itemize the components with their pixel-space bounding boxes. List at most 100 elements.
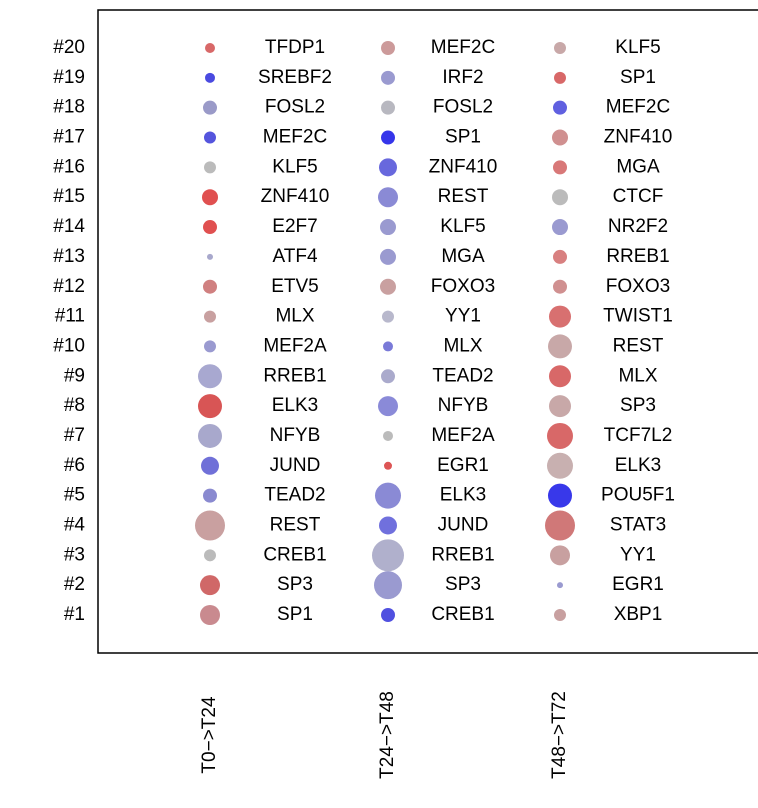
tf-label: ELK3 — [440, 485, 486, 506]
tf-label: MEF2A — [431, 425, 495, 446]
dot — [554, 71, 566, 84]
row-label: #4 — [64, 514, 86, 535]
tf-label: YY1 — [620, 544, 656, 565]
dot — [381, 100, 395, 115]
dot — [203, 220, 217, 235]
tf-label: TEAD2 — [432, 365, 493, 386]
tf-label: POU5F1 — [601, 485, 675, 506]
row-label: #11 — [55, 306, 85, 327]
row-label: #1 — [64, 604, 85, 625]
row-label: #7 — [64, 425, 85, 446]
column-label: T24−>T48 — [377, 691, 398, 779]
tf-label: ZNF410 — [604, 127, 673, 148]
dot — [203, 279, 217, 294]
dot — [372, 539, 404, 572]
tf-label: SP3 — [445, 574, 481, 595]
tf-label: YY1 — [445, 306, 481, 327]
tf-label: SP1 — [445, 127, 481, 148]
tf-label: SREBF2 — [258, 67, 332, 88]
tf-label: RREB1 — [606, 246, 669, 267]
tf-label: MLX — [618, 365, 657, 386]
tf-label: EGR1 — [612, 574, 664, 595]
tf-label: ZNF410 — [429, 156, 498, 177]
dot — [198, 394, 222, 419]
row-label: #18 — [53, 97, 85, 118]
dot — [380, 248, 396, 265]
dot — [549, 305, 571, 328]
column-label: T0−>T24 — [199, 696, 220, 774]
dot — [200, 575, 220, 596]
tf-label: TEAD2 — [264, 485, 325, 506]
row-label: #12 — [53, 276, 85, 297]
dot — [381, 608, 395, 622]
row-label: #3 — [64, 544, 85, 565]
dot — [554, 42, 566, 54]
dot — [380, 278, 396, 295]
tf-label: CREB1 — [431, 604, 494, 625]
dot — [381, 70, 395, 85]
tf-label: SP1 — [277, 604, 313, 625]
row-label: #19 — [53, 67, 85, 88]
dot — [195, 510, 225, 541]
tf-label: ETV5 — [271, 276, 319, 297]
dot — [384, 461, 392, 470]
tf-label: E2F7 — [272, 216, 317, 237]
row-label: #10 — [53, 335, 85, 356]
tf-label: MGA — [441, 246, 485, 267]
dot — [375, 482, 401, 509]
row-label: #9 — [64, 365, 85, 386]
tf-label: MEF2C — [263, 127, 327, 148]
dot — [549, 395, 571, 418]
dot — [381, 130, 395, 145]
tf-label: EGR1 — [437, 455, 489, 476]
dot — [204, 549, 216, 562]
dot — [200, 605, 220, 625]
dot — [201, 456, 219, 475]
tf-label: TFDP1 — [265, 37, 325, 58]
row-label: #16 — [53, 156, 85, 177]
tf-label: SP3 — [620, 395, 656, 416]
dot — [545, 510, 575, 541]
tf-label: ELK3 — [615, 455, 661, 476]
row-label: #14 — [53, 216, 85, 237]
tf-label: RREB1 — [431, 544, 494, 565]
row-label: #13 — [53, 246, 85, 267]
tf-label: FOXO3 — [606, 276, 670, 297]
dot — [378, 187, 398, 208]
dot — [547, 452, 573, 479]
tf-label: XBP1 — [614, 604, 663, 625]
tf-label: STAT3 — [610, 514, 666, 535]
tf-label: KLF5 — [440, 216, 485, 237]
dot — [547, 422, 573, 449]
tf-label: TCF7L2 — [604, 425, 673, 446]
dot — [204, 340, 216, 353]
tf-label: MEF2C — [431, 37, 495, 58]
dot — [203, 100, 217, 115]
row-label: #6 — [64, 455, 85, 476]
tf-label: NFYB — [270, 425, 321, 446]
tf-label: MLX — [443, 335, 482, 356]
row-label: #8 — [64, 395, 85, 416]
tf-label: FOSL2 — [433, 97, 493, 118]
tf-label: NR2F2 — [608, 216, 668, 237]
dot — [198, 364, 222, 389]
dot — [553, 279, 567, 294]
dot — [204, 310, 216, 323]
tf-label: ZNF410 — [261, 186, 330, 207]
dot — [553, 249, 567, 264]
tf-label: KLF5 — [615, 37, 660, 58]
row-label: #20 — [53, 37, 85, 58]
dot — [205, 72, 215, 83]
dot — [198, 423, 222, 448]
dot — [554, 609, 566, 621]
tf-label: TWIST1 — [603, 306, 673, 327]
dot — [381, 41, 395, 55]
tf-label: CTCF — [613, 186, 664, 207]
tf-label: REST — [613, 335, 664, 356]
dot — [549, 365, 571, 388]
tf-label: JUND — [270, 455, 321, 476]
dot — [383, 341, 393, 352]
dot — [381, 369, 395, 384]
dot — [374, 571, 402, 600]
dot — [204, 161, 216, 174]
